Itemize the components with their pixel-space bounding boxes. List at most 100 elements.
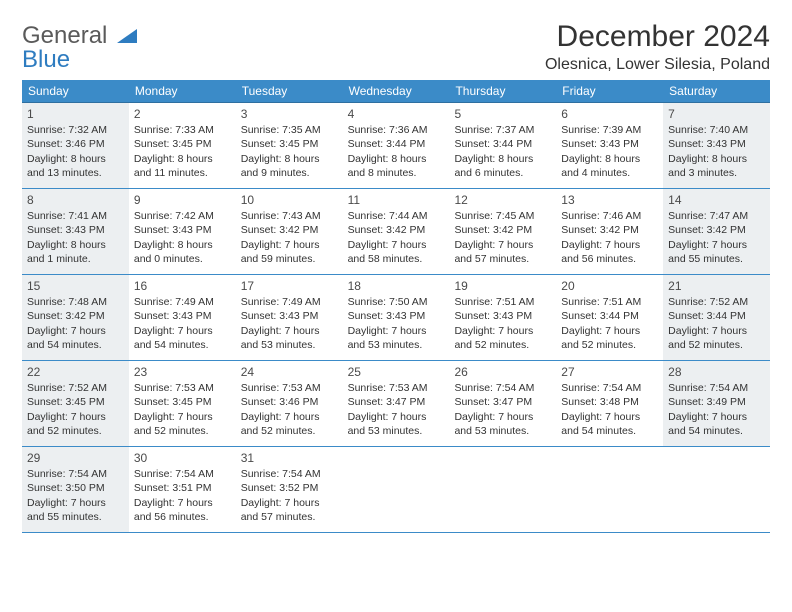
week-row: 8Sunrise: 7:41 AMSunset: 3:43 PMDaylight… (22, 189, 770, 275)
day-sunrise: Sunrise: 7:49 AM (241, 295, 338, 309)
day-daylight2: and 56 minutes. (134, 510, 231, 524)
day-sunrise: Sunrise: 7:53 AM (241, 381, 338, 395)
day-number: 10 (241, 192, 338, 208)
day-daylight2: and 0 minutes. (134, 252, 231, 266)
day-daylight2: and 54 minutes. (134, 338, 231, 352)
day-daylight2: and 52 minutes. (668, 338, 765, 352)
day-cell: 17Sunrise: 7:49 AMSunset: 3:43 PMDayligh… (236, 275, 343, 360)
day-sunrise: Sunrise: 7:53 AM (348, 381, 445, 395)
day-cell: 11Sunrise: 7:44 AMSunset: 3:42 PMDayligh… (343, 189, 450, 274)
day-daylight2: and 54 minutes. (561, 424, 658, 438)
day-cell: 16Sunrise: 7:49 AMSunset: 3:43 PMDayligh… (129, 275, 236, 360)
day-sunset: Sunset: 3:44 PM (668, 309, 765, 323)
day-daylight1: Daylight: 7 hours (668, 238, 765, 252)
day-cell: 24Sunrise: 7:53 AMSunset: 3:46 PMDayligh… (236, 361, 343, 446)
day-daylight1: Daylight: 8 hours (241, 152, 338, 166)
day-sunrise: Sunrise: 7:40 AM (668, 123, 765, 137)
day-daylight2: and 4 minutes. (561, 166, 658, 180)
day-sunset: Sunset: 3:52 PM (241, 481, 338, 495)
day-of-week-row: SundayMondayTuesdayWednesdayThursdayFrid… (22, 80, 770, 103)
day-daylight2: and 52 minutes. (241, 424, 338, 438)
day-number: 26 (454, 364, 551, 380)
day-daylight2: and 55 minutes. (27, 510, 124, 524)
week-row: 15Sunrise: 7:48 AMSunset: 3:42 PMDayligh… (22, 275, 770, 361)
day-sunset: Sunset: 3:47 PM (454, 395, 551, 409)
day-sunset: Sunset: 3:50 PM (27, 481, 124, 495)
day-cell (343, 447, 450, 532)
day-sunrise: Sunrise: 7:39 AM (561, 123, 658, 137)
day-sunset: Sunset: 3:44 PM (561, 309, 658, 323)
day-number: 27 (561, 364, 658, 380)
day-number: 5 (454, 106, 551, 122)
dow-cell: Wednesday (343, 80, 450, 102)
dow-cell: Monday (129, 80, 236, 102)
day-sunset: Sunset: 3:43 PM (454, 309, 551, 323)
day-sunrise: Sunrise: 7:51 AM (454, 295, 551, 309)
weeks-container: 1Sunrise: 7:32 AMSunset: 3:46 PMDaylight… (22, 103, 770, 533)
day-cell: 20Sunrise: 7:51 AMSunset: 3:44 PMDayligh… (556, 275, 663, 360)
day-daylight1: Daylight: 8 hours (561, 152, 658, 166)
day-daylight1: Daylight: 8 hours (348, 152, 445, 166)
week-row: 1Sunrise: 7:32 AMSunset: 3:46 PMDaylight… (22, 103, 770, 189)
dow-cell: Thursday (449, 80, 556, 102)
day-daylight2: and 53 minutes. (348, 338, 445, 352)
day-cell: 6Sunrise: 7:39 AMSunset: 3:43 PMDaylight… (556, 103, 663, 188)
day-sunset: Sunset: 3:44 PM (348, 137, 445, 151)
day-cell: 3Sunrise: 7:35 AMSunset: 3:45 PMDaylight… (236, 103, 343, 188)
day-sunrise: Sunrise: 7:52 AM (27, 381, 124, 395)
day-sunset: Sunset: 3:46 PM (27, 137, 124, 151)
day-number: 24 (241, 364, 338, 380)
day-number: 4 (348, 106, 445, 122)
day-number: 20 (561, 278, 658, 294)
day-sunset: Sunset: 3:47 PM (348, 395, 445, 409)
day-cell: 2Sunrise: 7:33 AMSunset: 3:45 PMDaylight… (129, 103, 236, 188)
day-sunrise: Sunrise: 7:45 AM (454, 209, 551, 223)
logo-blue: Blue (22, 46, 70, 73)
day-cell: 1Sunrise: 7:32 AMSunset: 3:46 PMDaylight… (22, 103, 129, 188)
day-sunrise: Sunrise: 7:44 AM (348, 209, 445, 223)
dow-cell: Sunday (22, 80, 129, 102)
dow-cell: Tuesday (236, 80, 343, 102)
day-sunrise: Sunrise: 7:42 AM (134, 209, 231, 223)
day-cell: 22Sunrise: 7:52 AMSunset: 3:45 PMDayligh… (22, 361, 129, 446)
day-daylight1: Daylight: 8 hours (27, 238, 124, 252)
day-number: 30 (134, 450, 231, 466)
day-daylight1: Daylight: 7 hours (454, 410, 551, 424)
day-daylight2: and 8 minutes. (348, 166, 445, 180)
day-daylight2: and 3 minutes. (668, 166, 765, 180)
day-daylight2: and 58 minutes. (348, 252, 445, 266)
day-daylight2: and 54 minutes. (27, 338, 124, 352)
day-daylight1: Daylight: 7 hours (27, 496, 124, 510)
day-sunset: Sunset: 3:45 PM (134, 137, 231, 151)
day-daylight1: Daylight: 8 hours (668, 152, 765, 166)
day-number: 3 (241, 106, 338, 122)
day-sunrise: Sunrise: 7:54 AM (668, 381, 765, 395)
day-sunrise: Sunrise: 7:47 AM (668, 209, 765, 223)
day-number: 17 (241, 278, 338, 294)
day-daylight1: Daylight: 7 hours (348, 238, 445, 252)
day-sunrise: Sunrise: 7:54 AM (241, 467, 338, 481)
dow-cell: Saturday (663, 80, 770, 102)
day-sunrise: Sunrise: 7:51 AM (561, 295, 658, 309)
day-cell: 12Sunrise: 7:45 AMSunset: 3:42 PMDayligh… (449, 189, 556, 274)
day-sunset: Sunset: 3:43 PM (561, 137, 658, 151)
day-sunset: Sunset: 3:42 PM (241, 223, 338, 237)
day-number: 6 (561, 106, 658, 122)
day-sunrise: Sunrise: 7:35 AM (241, 123, 338, 137)
day-daylight2: and 57 minutes. (241, 510, 338, 524)
day-daylight2: and 56 minutes. (561, 252, 658, 266)
week-row: 29Sunrise: 7:54 AMSunset: 3:50 PMDayligh… (22, 447, 770, 533)
day-sunrise: Sunrise: 7:49 AM (134, 295, 231, 309)
day-cell: 26Sunrise: 7:54 AMSunset: 3:47 PMDayligh… (449, 361, 556, 446)
day-number: 23 (134, 364, 231, 380)
day-sunset: Sunset: 3:43 PM (134, 223, 231, 237)
day-daylight1: Daylight: 7 hours (454, 238, 551, 252)
day-sunrise: Sunrise: 7:36 AM (348, 123, 445, 137)
month-title: December 2024 (545, 20, 770, 54)
day-daylight1: Daylight: 7 hours (134, 324, 231, 338)
day-daylight2: and 54 minutes. (668, 424, 765, 438)
day-cell: 21Sunrise: 7:52 AMSunset: 3:44 PMDayligh… (663, 275, 770, 360)
dow-cell: Friday (556, 80, 663, 102)
day-sunrise: Sunrise: 7:46 AM (561, 209, 658, 223)
day-daylight1: Daylight: 7 hours (348, 324, 445, 338)
